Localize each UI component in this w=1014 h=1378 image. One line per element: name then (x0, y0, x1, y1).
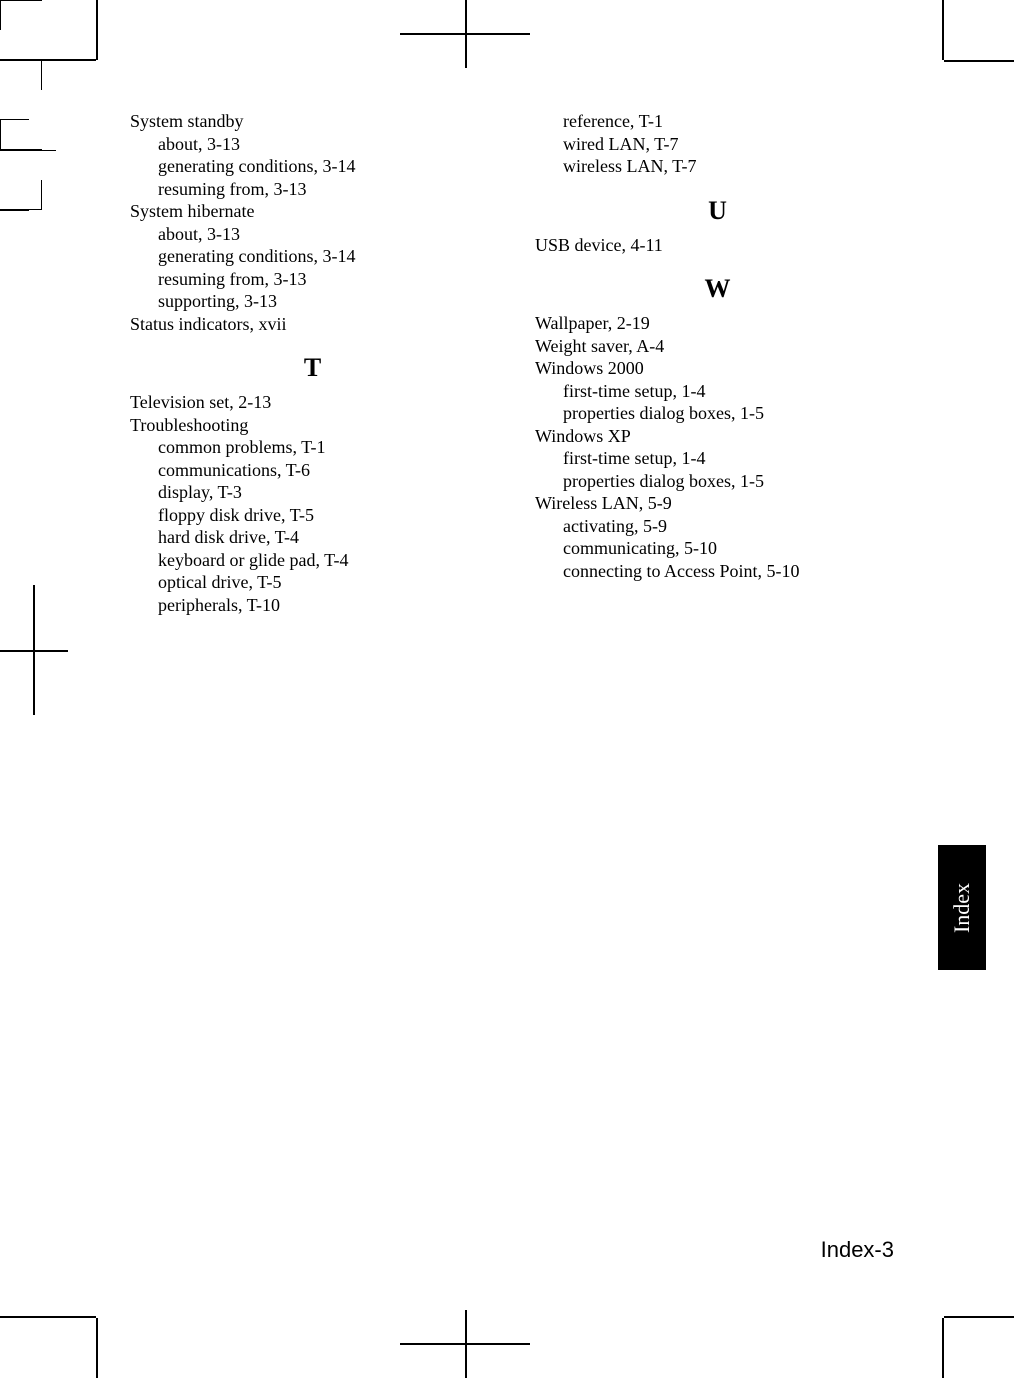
index-entry: Troubleshooting (130, 414, 495, 437)
side-tab-label: Index (949, 882, 975, 932)
index-entry: first-time setup, 1-4 (535, 447, 900, 470)
crop-mark (0, 30, 56, 60)
crop-mark (0, 59, 96, 61)
index-content: System standbyabout, 3-13generating cond… (130, 110, 900, 616)
crop-mark (944, 60, 1014, 62)
index-entry: properties dialog boxes, 1-5 (535, 402, 900, 425)
crop-mark (0, 120, 42, 150)
section-heading-w: W (535, 274, 900, 304)
index-entry: keyboard or glide pad, T-4 (130, 549, 495, 572)
left-column: System standbyabout, 3-13generating cond… (130, 110, 495, 616)
crop-mark (942, 0, 944, 60)
index-entry: activating, 5-9 (535, 515, 900, 538)
index-entry: hard disk drive, T-4 (130, 526, 495, 549)
crop-mark (96, 0, 98, 60)
index-entry: about, 3-13 (130, 223, 495, 246)
side-tab-index: Index (938, 845, 986, 970)
right-column: reference, T-1wired LAN, T-7wireless LAN… (535, 110, 900, 616)
index-entry: floppy disk drive, T-5 (130, 504, 495, 527)
crop-mark (400, 33, 530, 35)
crop-mark (942, 1318, 944, 1378)
index-entry: System standby (130, 110, 495, 133)
index-entry: reference, T-1 (535, 110, 900, 133)
index-entry: generating conditions, 3-14 (130, 245, 495, 268)
section-heading-t: T (130, 353, 495, 383)
index-entry: peripherals, T-10 (130, 594, 495, 617)
index-entry: connecting to Access Point, 5-10 (535, 560, 900, 583)
crop-mark (400, 1343, 530, 1345)
crop-mark (0, 0, 42, 30)
index-entry: Windows XP (535, 425, 900, 448)
index-entry: common problems, T-1 (130, 436, 495, 459)
crop-mark (0, 60, 42, 90)
crop-mark (0, 150, 56, 180)
crop-mark (944, 1316, 1014, 1318)
crop-mark (0, 1316, 96, 1318)
index-entry: communicating, 5-10 (535, 537, 900, 560)
index-entry: supporting, 3-13 (130, 290, 495, 313)
index-entry: first-time setup, 1-4 (535, 380, 900, 403)
index-entry: resuming from, 3-13 (130, 268, 495, 291)
index-entry: properties dialog boxes, 1-5 (535, 470, 900, 493)
crop-mark (33, 585, 35, 715)
index-entry: USB device, 4-11 (535, 234, 900, 257)
index-entry: Weight saver, A-4 (535, 335, 900, 358)
index-entry: System hibernate (130, 200, 495, 223)
index-entry: about, 3-13 (130, 133, 495, 156)
index-entry: wireless LAN, T-7 (535, 155, 900, 178)
index-entry: wired LAN, T-7 (535, 133, 900, 156)
index-entry: optical drive, T-5 (130, 571, 495, 594)
index-entry: Wallpaper, 2-19 (535, 312, 900, 335)
section-heading-u: U (535, 196, 900, 226)
page-number: Index-3 (821, 1237, 894, 1263)
index-entry: display, T-3 (130, 481, 495, 504)
crop-mark (0, 90, 29, 120)
index-entry: Wireless LAN, 5-9 (535, 492, 900, 515)
index-entry: Status indicators, xvii (130, 313, 495, 336)
crop-mark (0, 180, 42, 210)
index-entry: resuming from, 3-13 (130, 178, 495, 201)
index-entry: Windows 2000 (535, 357, 900, 380)
crop-mark (0, 210, 29, 240)
crop-mark (96, 1318, 98, 1378)
index-entry: generating conditions, 3-14 (130, 155, 495, 178)
index-entry: communications, T-6 (130, 459, 495, 482)
index-entry: Television set, 2-13 (130, 391, 495, 414)
